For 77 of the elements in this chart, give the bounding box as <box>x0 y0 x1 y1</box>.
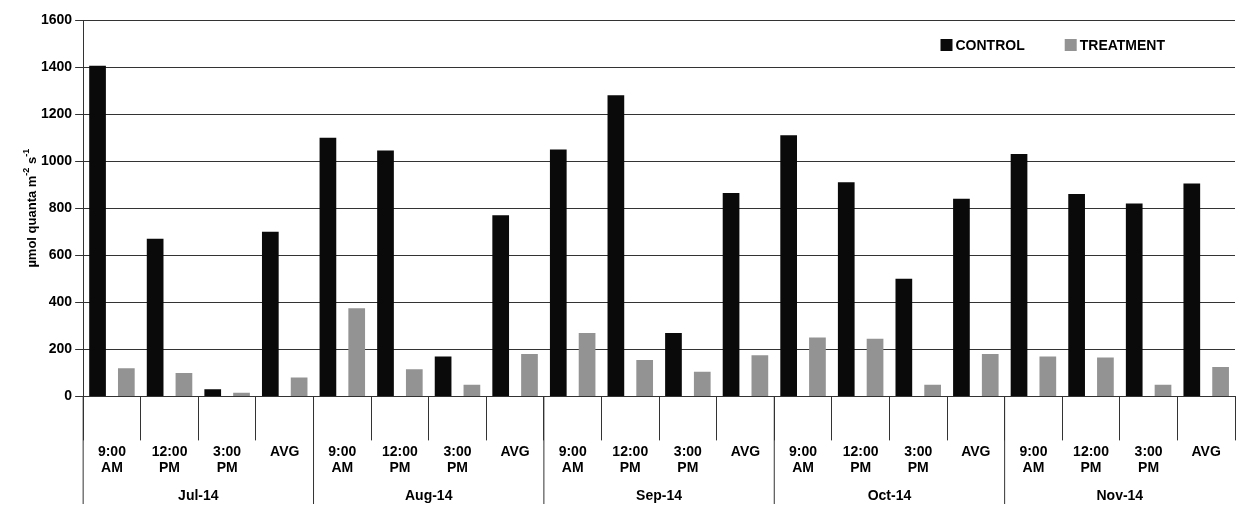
y-tick-label: 600 <box>48 246 73 263</box>
x-tick-label: 12:00 PM <box>842 442 879 476</box>
bar <box>722 192 740 396</box>
bar <box>780 135 798 396</box>
bar <box>751 355 769 396</box>
x-tick-label: 12:00 PM <box>382 442 419 476</box>
x-tick-label: AVG <box>961 442 991 459</box>
x-tick-label: 3:00 PM <box>904 442 933 476</box>
bar <box>924 384 941 396</box>
x-tick-label: 3:00 PM <box>1134 442 1163 476</box>
bar <box>1039 356 1057 396</box>
text: Sep-14 <box>636 486 683 503</box>
text: Oct-14 <box>867 486 912 503</box>
bar <box>405 369 423 396</box>
bar <box>981 354 999 396</box>
y-axis-title: µmol quanta m-2 s-1 <box>21 148 39 268</box>
x-tick-label: 3:00 PM <box>213 442 242 476</box>
bar <box>290 377 308 396</box>
y-tick-label: 800 <box>48 199 73 216</box>
bar <box>492 215 510 396</box>
x-tick-label: 3:00 PM <box>443 442 472 476</box>
x-tick-label: AVG <box>270 442 300 459</box>
bar <box>837 182 855 396</box>
bar <box>1154 384 1172 396</box>
bar <box>204 389 222 396</box>
bar <box>1068 194 1085 396</box>
bar <box>953 198 970 396</box>
bar <box>866 338 884 396</box>
x-tick-label: 12:00 PM <box>151 442 188 476</box>
bar <box>1010 154 1028 396</box>
y-tick-label: 1200 <box>40 104 73 121</box>
bar <box>463 384 481 396</box>
x-tick-label: 9:00 AM <box>1019 442 1048 476</box>
text: Jul-14 <box>178 486 219 503</box>
x-tick-label: 9:00 AM <box>789 442 818 476</box>
bar <box>1212 366 1229 396</box>
y-tick-label: 0 <box>64 387 73 404</box>
bar <box>809 337 826 396</box>
bar <box>117 368 135 396</box>
bar <box>89 65 106 396</box>
bar <box>175 372 193 396</box>
x-tick-label: 3:00 PM <box>673 442 703 476</box>
bar <box>146 238 164 396</box>
x-tick-label: AVG <box>500 442 530 459</box>
bar <box>348 308 366 396</box>
bar <box>693 371 711 396</box>
x-tick-label: 9:00 AM <box>558 442 587 476</box>
bar <box>1183 183 1201 396</box>
bar <box>1097 357 1114 396</box>
bar <box>233 392 250 396</box>
x-tick-label: 9:00 AM <box>328 442 357 476</box>
bar <box>578 332 596 396</box>
x-tick-label: 12:00 PM <box>612 442 649 476</box>
x-tick-label: AVG <box>730 442 761 459</box>
bar <box>261 231 279 396</box>
bar <box>665 332 682 396</box>
bar <box>377 150 394 396</box>
y-tick-label: 400 <box>48 293 73 310</box>
bar <box>434 356 452 396</box>
legend-label: CONTROL <box>955 36 1026 53</box>
bar <box>521 354 538 396</box>
x-tick-label: AVG <box>1191 442 1221 459</box>
x-tick-label: 12:00 PM <box>1073 442 1110 476</box>
y-tick-label: 1000 <box>40 152 73 169</box>
bar <box>895 278 913 396</box>
y-tick-label: 1400 <box>40 57 73 74</box>
bar <box>1125 203 1143 396</box>
text: Nov-14 <box>1096 486 1144 503</box>
x-tick-label: 9:00 AM <box>97 442 127 476</box>
bar <box>319 137 337 396</box>
bar <box>607 95 625 396</box>
y-tick-label: 1600 <box>40 10 73 27</box>
legend-label: TREATMENT <box>1079 36 1166 53</box>
bar <box>636 359 654 396</box>
text: Aug-14 <box>404 486 453 503</box>
y-tick-label: 200 <box>48 340 73 357</box>
bar <box>549 149 567 396</box>
